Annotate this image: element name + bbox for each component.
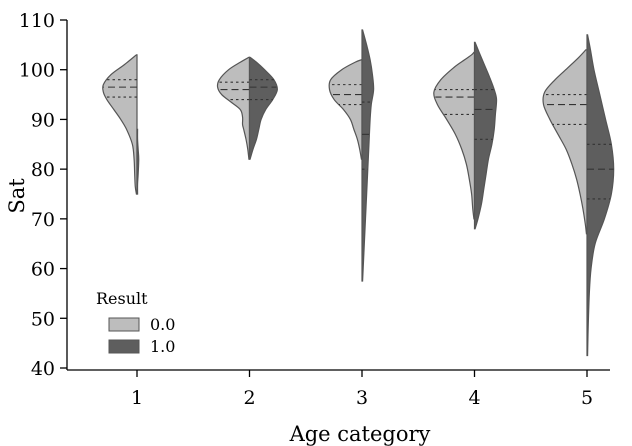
violin-right-cat-4	[473, 41, 498, 230]
y-axis-label: Sat	[5, 178, 29, 214]
violin-right-cat-2	[248, 56, 278, 160]
violin-left-cat-5	[542, 49, 588, 235]
x-tick-label-3: 3	[356, 387, 368, 409]
y-tick-label-90: 90	[31, 109, 55, 131]
y-tick-label-40: 40	[31, 358, 55, 380]
x-ticks-layer: 1 2 3 4 5	[131, 370, 593, 409]
y-ticks-layer: 40 50 60 70 80 90 100 110	[19, 10, 67, 380]
violin-right-cat-1	[136, 128, 140, 195]
violin-right-cat-5	[586, 34, 615, 357]
violin-left-cat-2	[216, 56, 251, 160]
violin-right-cat-3	[361, 29, 375, 282]
legend-label-1-0: 1.0	[150, 337, 175, 356]
legend-swatch-0-0	[108, 317, 140, 332]
legend-swatch-1-0	[108, 339, 140, 354]
y-tick-label-80: 80	[31, 159, 55, 181]
x-axis-label: Age category	[289, 422, 431, 446]
violin-left-cat-4	[433, 51, 476, 220]
x-tick-label-4: 4	[468, 387, 480, 409]
legend-label-0-0: 0.0	[150, 315, 175, 334]
y-tick-label-50: 50	[31, 308, 55, 330]
y-tick-label-60: 60	[31, 259, 55, 281]
y-tick-label-110: 110	[19, 10, 55, 32]
violins-layer	[102, 29, 615, 357]
x-tick-label-1: 1	[131, 387, 143, 409]
y-tick-label-70: 70	[31, 209, 55, 231]
violin-left-cat-1	[102, 54, 138, 195]
legend-title: Result	[96, 289, 148, 308]
x-tick-label-5: 5	[581, 387, 593, 409]
violin-left-cat-3	[328, 59, 363, 160]
x-tick-label-2: 2	[243, 387, 255, 409]
y-tick-label-100: 100	[19, 60, 55, 82]
legend: Result 0.0 1.0	[96, 289, 175, 356]
